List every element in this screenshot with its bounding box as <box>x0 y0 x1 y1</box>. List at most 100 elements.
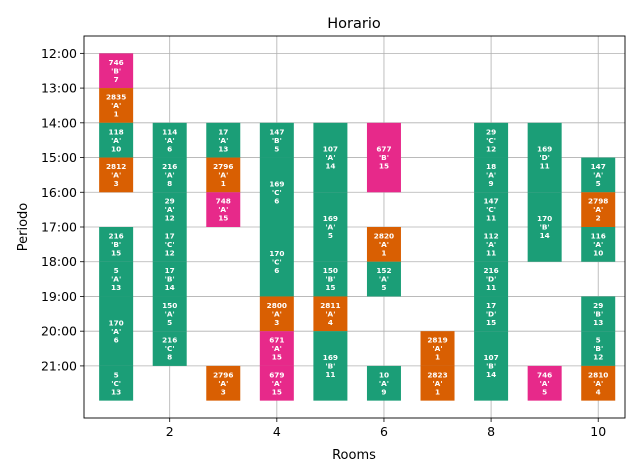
block-label-line: 'B' <box>540 223 550 232</box>
block-bar <box>99 157 134 193</box>
block-label-line: 6 <box>274 196 279 205</box>
block-label-line: 29 <box>593 301 603 310</box>
schedule-block: 2798'A'2 <box>581 192 616 227</box>
block-bar <box>581 227 616 262</box>
block-label-line: 'A' <box>593 171 603 180</box>
block-label-line: 15 <box>272 353 282 362</box>
schedule-block: 118'A'10 <box>99 122 134 158</box>
block-label-line: 116 <box>591 231 606 240</box>
block-label-line: 3 <box>274 318 279 327</box>
block-label-line: 'A' <box>325 309 335 318</box>
block-bar <box>581 365 616 401</box>
schedule-block: 746'A'5 <box>527 365 562 401</box>
block-label-line: 12 <box>593 353 603 362</box>
block-label-line: 147 <box>591 162 606 171</box>
block-label-line: 107 <box>323 145 338 154</box>
block-label-line: 'C' <box>486 205 496 214</box>
block-label-line: 9 <box>489 179 494 188</box>
block-label-line: 216 <box>483 266 498 275</box>
block-label-line: 1 <box>435 387 440 396</box>
schedule-blocks: 746'B'72835'A'1118'A'102812'A'3216'B'155… <box>99 53 616 401</box>
block-label-line: 2796 <box>213 370 233 379</box>
schedule-block: 147'B'5 <box>259 122 294 158</box>
block-label-line: 2811 <box>320 301 340 310</box>
block-bar <box>366 227 401 262</box>
block-label-line: 679 <box>269 370 284 379</box>
block-label-line: 15 <box>486 318 496 327</box>
block-label-line: 'A' <box>272 344 282 353</box>
block-bar <box>581 331 616 366</box>
block-label-line: 169 <box>323 214 338 223</box>
block-label-line: 1 <box>114 110 119 119</box>
schedule-block: 216'A'8 <box>152 157 187 193</box>
y-tick-label: 19:00 <box>41 289 77 304</box>
y-tick-label: 15:00 <box>41 150 77 165</box>
block-label-line: 748 <box>216 197 231 206</box>
block-label-line: 'A' <box>486 240 496 249</box>
block-label-line: 'B' <box>165 275 175 284</box>
x-tick-label: 8 <box>487 424 495 439</box>
y-tick-label: 17:00 <box>41 220 77 235</box>
block-label-line: 'A' <box>593 205 603 214</box>
block-label-line: 2796 <box>213 162 233 171</box>
block-label-line: 'B' <box>111 240 121 249</box>
schedule-block: 29'A'12 <box>152 192 187 227</box>
block-label-line: 'A' <box>540 379 550 388</box>
block-label-line: 'D' <box>486 309 497 318</box>
block-label-line: 'A' <box>432 344 442 353</box>
schedule-block: 2796'A'3 <box>206 365 241 401</box>
block-label-line: 11 <box>486 248 496 257</box>
block-label-line: 112 <box>483 231 498 240</box>
block-label-line: 'A' <box>165 136 175 145</box>
y-tick-label: 18:00 <box>41 254 77 269</box>
schedule-block: 169'A'5 <box>313 192 348 262</box>
x-axis-ticks: 2 4 6 8 10 <box>166 418 606 439</box>
block-bar <box>99 122 134 158</box>
block-label-line: 1 <box>381 248 386 257</box>
block-label-line: 'A' <box>593 240 603 249</box>
block-bar <box>581 192 616 227</box>
block-bar <box>206 122 241 158</box>
block-label-line: 17 <box>486 301 496 310</box>
block-label-line: 'D' <box>486 275 497 284</box>
block-label-line: 17 <box>165 266 175 275</box>
y-tick-label: 21:00 <box>41 358 77 373</box>
schedule-block: 17'A'13 <box>206 122 241 158</box>
schedule-block: 679'A'15 <box>259 365 294 401</box>
y-axis-ticks: 12:00 13:00 14:00 15:00 16:00 17:00 18:00 19:00… <box>41 46 84 373</box>
schedule-block: 169'B'11 <box>313 331 348 401</box>
block-bar <box>259 296 294 332</box>
block-label-line: 2823 <box>427 370 447 379</box>
schedule-block: 2812'A'3 <box>99 157 134 193</box>
block-label-line: 170 <box>537 214 552 223</box>
block-label-line: 'A' <box>218 205 228 214</box>
block-label-line: 5 <box>114 370 119 379</box>
block-label-line: 15 <box>111 248 121 257</box>
schedule-block: 17'D'15 <box>474 296 509 332</box>
block-label-line: 2812 <box>106 162 126 171</box>
block-bar <box>99 227 134 262</box>
block-bar <box>366 365 401 401</box>
block-label-line: 29 <box>165 197 175 206</box>
block-label-line: 746 <box>109 58 124 67</box>
block-label-line: 18 <box>486 162 496 171</box>
block-bar <box>474 192 509 227</box>
block-label-line: 9 <box>381 387 386 396</box>
schedule-block: 671'A'15 <box>259 331 294 366</box>
y-tick-label: 12:00 <box>41 46 77 61</box>
schedule-block: 169'C'6 <box>259 157 294 227</box>
block-bar <box>527 365 562 401</box>
block-label-line: 15 <box>379 162 389 171</box>
block-label-line: 2820 <box>374 231 394 240</box>
block-label-line: 147 <box>269 127 284 136</box>
block-bar <box>527 192 562 262</box>
schedule-block: 677'B'15 <box>366 122 401 193</box>
chart-title: Horario <box>327 16 381 32</box>
block-label-line: 2 <box>596 214 601 223</box>
schedule-block: 116'A'10 <box>581 227 616 262</box>
block-label-line: 'B' <box>325 275 335 284</box>
block-label-line: 3 <box>114 179 119 188</box>
block-bar <box>152 227 187 262</box>
block-bar <box>152 331 187 366</box>
block-label-line: 'B' <box>111 66 121 75</box>
